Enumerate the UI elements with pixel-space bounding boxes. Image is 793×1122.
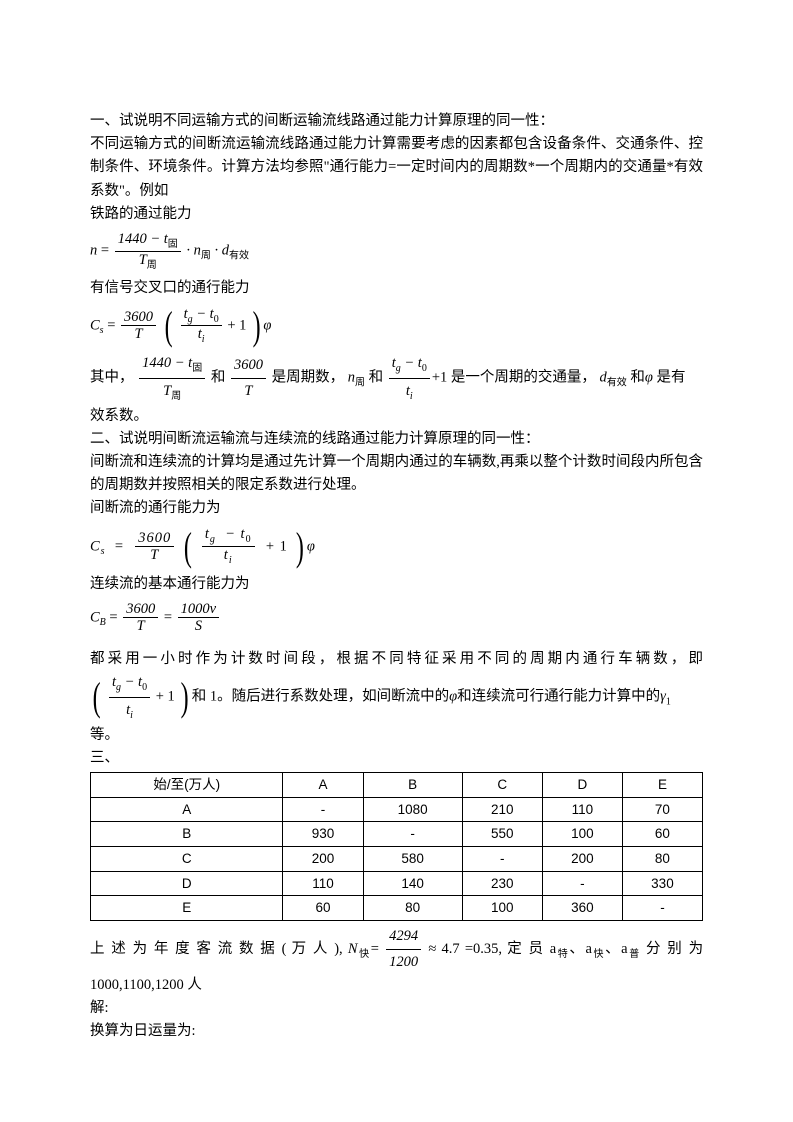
table-cell: 360 — [542, 896, 622, 921]
paragraph: 连续流的基本通行能力为 — [90, 573, 703, 596]
table-cell: 330 — [622, 871, 702, 896]
paragraph: 不同运输方式的间断流运输流线路通过能力计算需要考虑的因素都包含设备条件、交通条件… — [90, 133, 703, 203]
paragraph-inline: 其中， 1440 − t固 T周 和 3600 T 是周期数， n周 和 tg … — [90, 352, 703, 405]
table-row: D110140230-330 — [91, 871, 703, 896]
table-cell: 230 — [462, 871, 542, 896]
paragraph: 1000,1100,1200 人 — [90, 974, 703, 997]
paragraph: 都采用一小时作为计数时间段，根据不同特征采用不同的周期内通行车辆数，即 — [90, 648, 703, 671]
paragraph: 间断流和连续流的计算均是通过先计算一个周期内通过的车辆数,再乘以整个计数时间段内… — [90, 451, 703, 497]
formula-signal: Cs = 3600 T ( tg − t0 ti + 1 )φ — [90, 306, 703, 346]
paragraph: 铁路的通过能力 — [90, 203, 703, 226]
table-body: A-108021011070B930-55010060C200580-20080… — [91, 797, 703, 920]
paragraph: 有信号交叉口的通行能力 — [90, 277, 703, 300]
table-cell: - — [462, 846, 542, 871]
table-cell: 210 — [462, 797, 542, 822]
heading-3: 三、 — [90, 747, 703, 770]
table-header: E — [622, 773, 702, 798]
paragraph-inline: 上 述 为 年 度 客 流 数 据 ( 万 人 ), N快= 4294 1200… — [90, 925, 703, 974]
table-cell: 110 — [283, 871, 363, 896]
paragraph: 等。 — [90, 724, 703, 747]
formula-interrupted: Cs = 3600 T ( tg − t0 ti + 1 )φ — [90, 527, 703, 567]
table-cell: 550 — [462, 822, 542, 847]
table-cell: - — [363, 822, 462, 847]
heading-2: 二、试说明间断流运输流与连续流的线路通过能力计算原理的同一性： — [90, 428, 703, 451]
table-cell: 140 — [363, 871, 462, 896]
table-header: C — [462, 773, 542, 798]
table-cell: - — [283, 797, 363, 822]
table-cell: 60 — [622, 822, 702, 847]
table-cell: 60 — [283, 896, 363, 921]
paragraph: 解: — [90, 997, 703, 1020]
table-header: D — [542, 773, 622, 798]
table-cell: 110 — [542, 797, 622, 822]
table-cell: B — [91, 822, 283, 847]
formula-railway: n = 1440 − t固 T周 · n周 · d有效 — [90, 232, 703, 271]
table-cell: 930 — [283, 822, 363, 847]
table-header: B — [363, 773, 462, 798]
table-row: A-108021011070 — [91, 797, 703, 822]
paragraph: 换算为日运量为: — [90, 1020, 703, 1043]
table-cell: A — [91, 797, 283, 822]
table-cell: 580 — [363, 846, 462, 871]
table-cell: 100 — [462, 896, 542, 921]
paragraph: 效系数。 — [90, 405, 703, 428]
formula-continuous: CB = 3600 T = 1000v S — [90, 602, 703, 634]
table-cell: 200 — [283, 846, 363, 871]
table-cell: 1080 — [363, 797, 462, 822]
table-cell: D — [91, 871, 283, 896]
heading-1: 一、试说明不同运输方式的间断运输流线路通过能力计算原理的同一性： — [90, 110, 703, 133]
table-header: 始/至(万人) — [91, 773, 283, 798]
table-row: B930-55010060 — [91, 822, 703, 847]
table-cell: - — [542, 871, 622, 896]
table-cell: 100 — [542, 822, 622, 847]
table-header: A — [283, 773, 363, 798]
paragraph: 间断流的通行能力为 — [90, 497, 703, 520]
table-cell: E — [91, 896, 283, 921]
paragraph-inline: ( tg − t0 ti + 1 )和 1。随后进行系数处理，如间断流中的φ和连… — [90, 671, 703, 724]
od-table: 始/至(万人) A B C D E A-108021011070B930-550… — [90, 772, 703, 921]
document-page: 一、试说明不同运输方式的间断运输流线路通过能力计算原理的同一性： 不同运输方式的… — [0, 0, 793, 1122]
table-header-row: 始/至(万人) A B C D E — [91, 773, 703, 798]
table-row: E6080100360- — [91, 896, 703, 921]
table-cell: C — [91, 846, 283, 871]
table-row: C200580-20080 — [91, 846, 703, 871]
table-cell: 80 — [363, 896, 462, 921]
table-cell: 70 — [622, 797, 702, 822]
table-cell: 200 — [542, 846, 622, 871]
table-cell: - — [622, 896, 702, 921]
table-cell: 80 — [622, 846, 702, 871]
